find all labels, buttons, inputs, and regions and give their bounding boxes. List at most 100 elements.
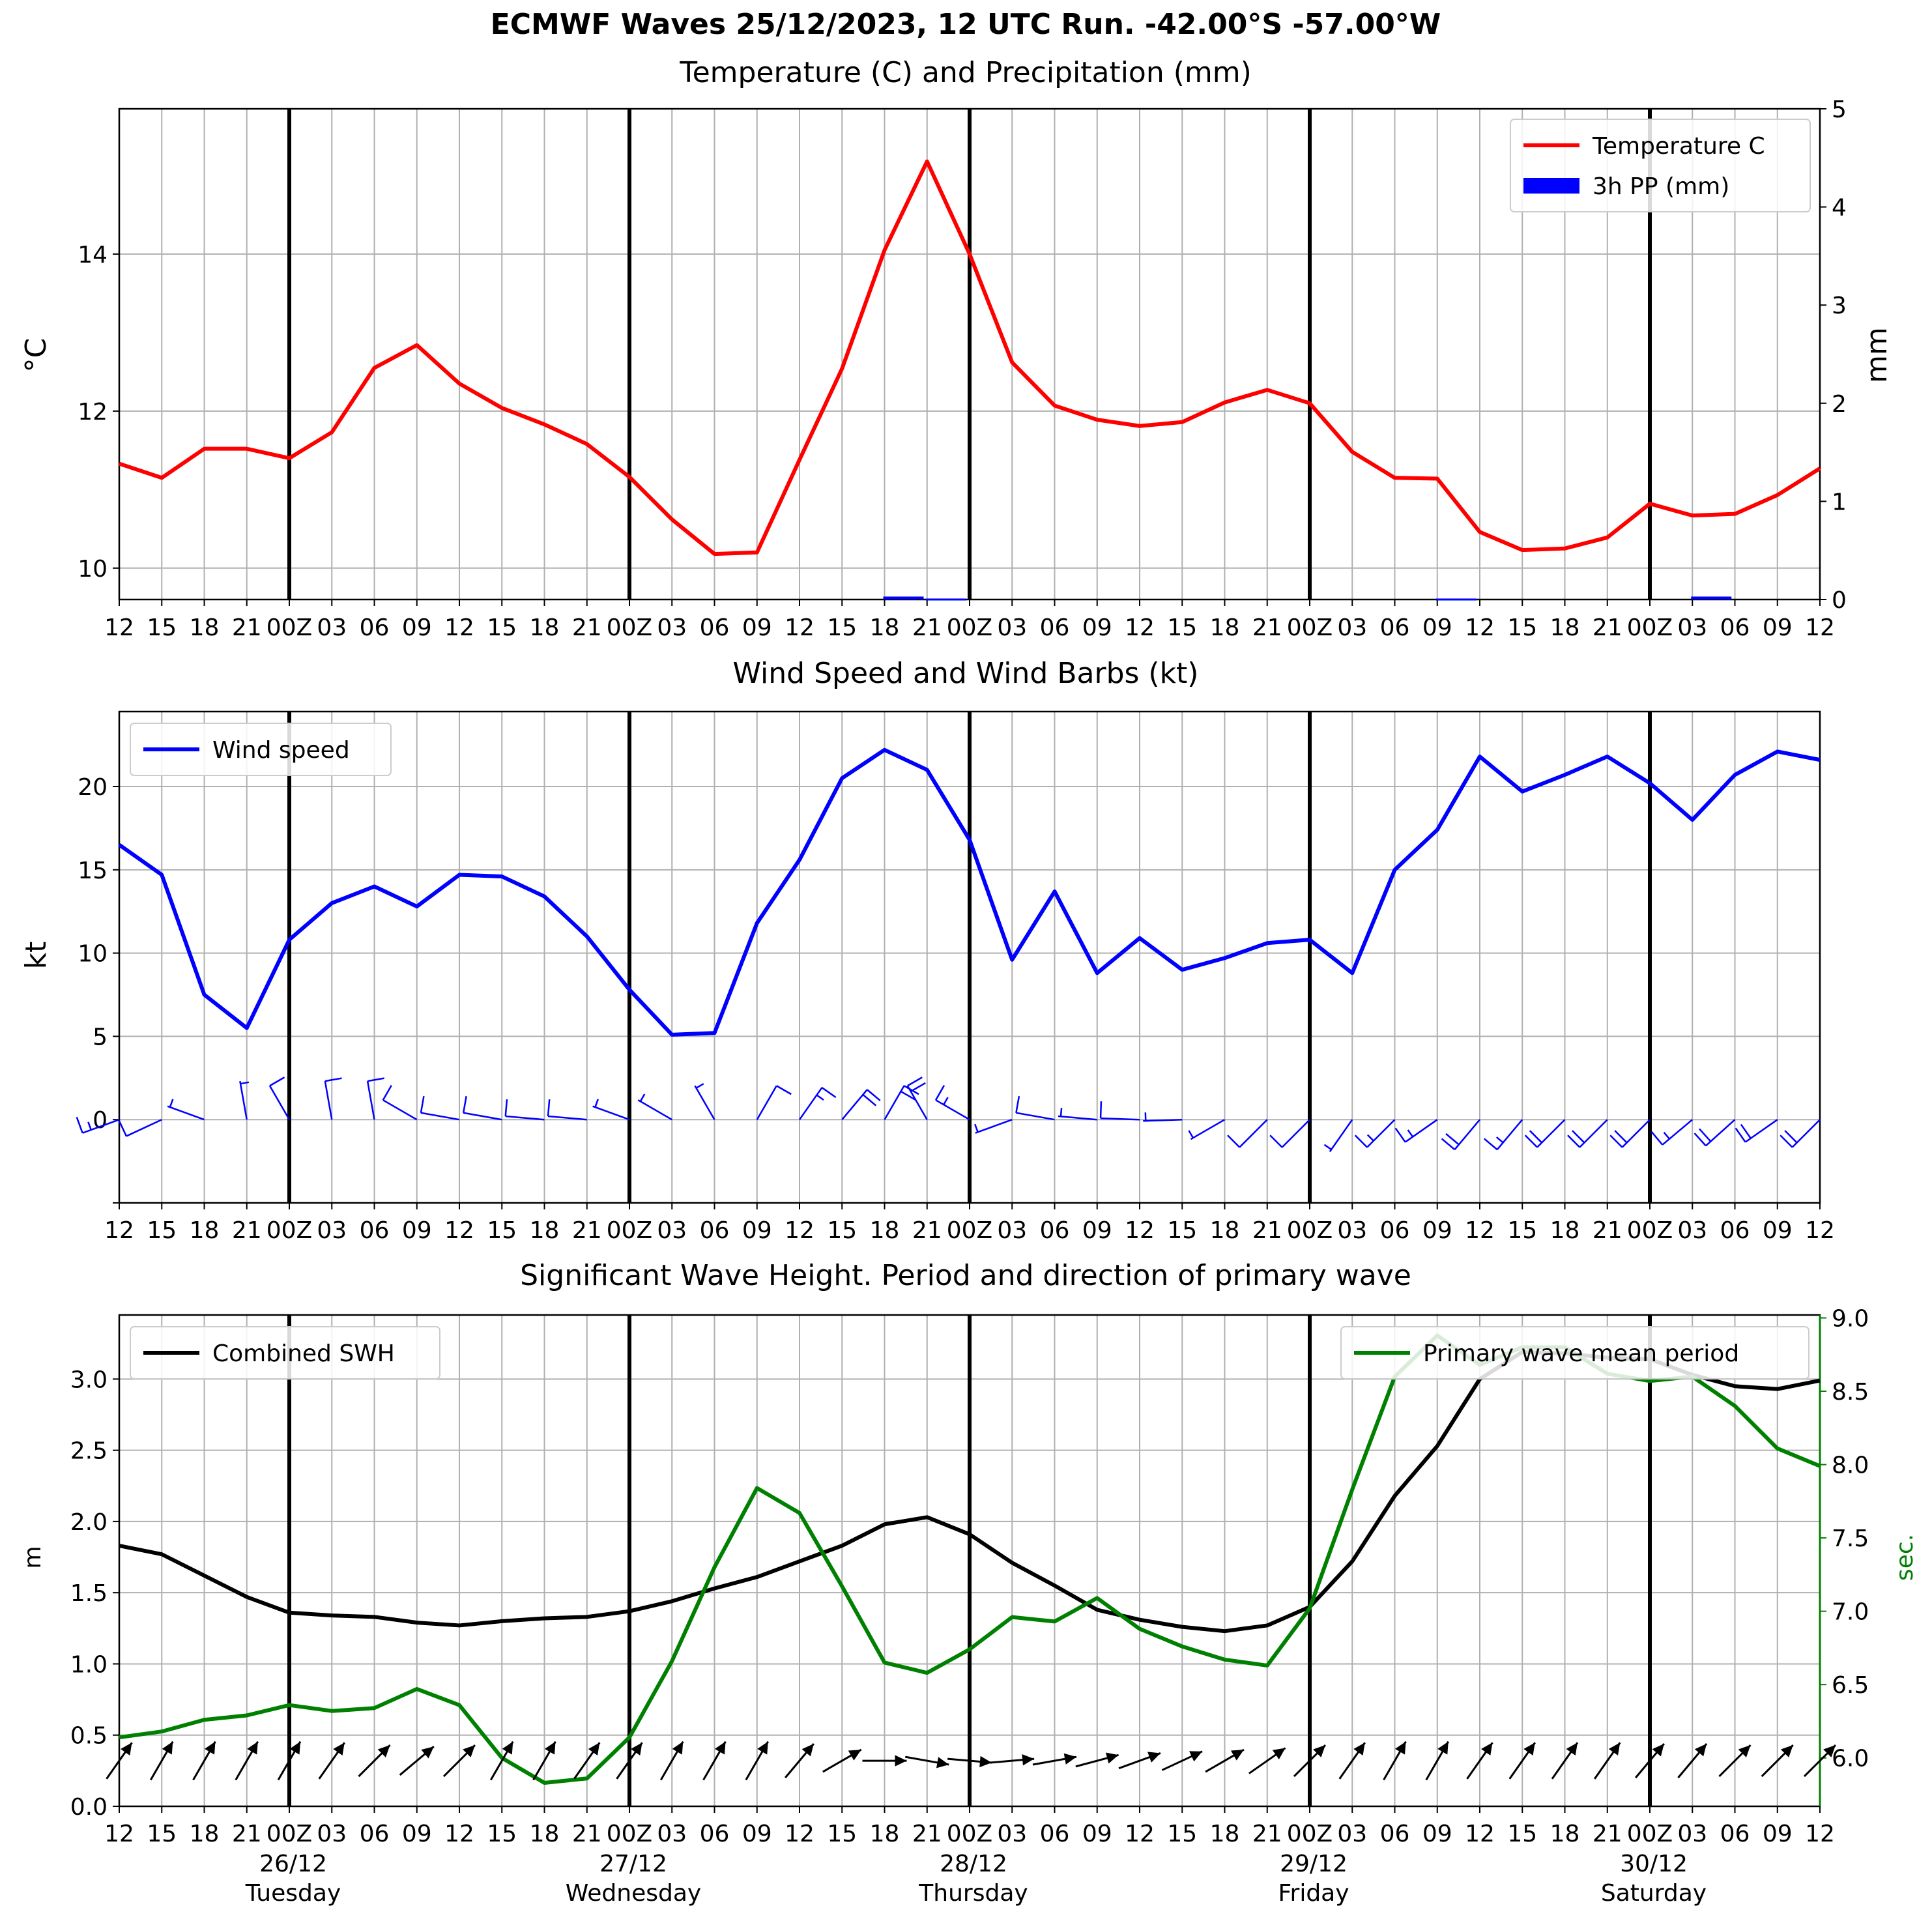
x-tick-label: 03 [1677,1821,1707,1847]
legend: Primary wave mean period [1340,1326,1809,1379]
x-tick-label: 06 [1720,614,1750,641]
wind-barb-feather [1735,1127,1746,1143]
x-tick-label: 03 [657,614,687,641]
x-tick-label: 18 [1550,1821,1580,1847]
wave-direction-arrow [192,1740,216,1781]
x-tick-label: 18 [530,614,560,641]
x-tick-label: 00Z [267,614,312,641]
wind-barb-feather [324,1077,342,1082]
x-tick-label: 00Z [1627,1821,1673,1847]
x-tick-label: 15 [1167,614,1197,641]
wave-direction-arrow [532,1740,556,1781]
day-date-label: 27/12 [599,1851,667,1877]
x-tick-label: 12 [104,1217,134,1244]
day-date-label: 26/12 [259,1851,327,1877]
day-weekday-label: Thursday [918,1880,1028,1907]
y-right-tick-label: 7.5 [1832,1525,1869,1552]
x-tick-label: 00Z [1287,614,1333,641]
legend: Combined SWH [130,1326,440,1379]
precip-bar [1435,598,1477,601]
y-tick-label: 1.5 [70,1580,108,1607]
wave-direction-arrow [1761,1744,1794,1778]
y-tick-label: 14 [78,242,108,268]
wind-barb-feather [1572,1130,1585,1144]
x-tick-label: 06 [1380,1821,1410,1847]
wave-arrow-head [247,1741,258,1755]
wave-arrow-head [672,1741,684,1755]
wind-barb-half-feather [695,1083,704,1089]
wave-direction-arrow [1032,1753,1077,1766]
x-tick-label: 00Z [1627,1217,1673,1244]
legend-box [1510,119,1811,212]
wind-barb-shaft [637,1099,672,1121]
wave-arrow-head [1652,1744,1664,1757]
wind-barb-shaft [420,1112,460,1121]
wind-barb-feather [1614,1130,1628,1144]
x-tick-label: 03 [1677,614,1707,641]
wave-direction-arrow [1425,1740,1450,1781]
wave-direction-arrow [1383,1740,1407,1781]
wind-barb [592,1099,630,1121]
wind-barb [1058,1108,1097,1121]
day-weekday-label: Tuesday [245,1880,341,1907]
legend-label: 3h PP (mm) [1593,173,1729,200]
wind-barb-shaft [463,1112,502,1121]
x-tick-label: 12 [1125,1821,1155,1847]
x-tick-label: 09 [1422,1217,1452,1244]
x-tick-label: 21 [1593,614,1622,641]
x-tick-label: 03 [1677,1217,1707,1244]
wave-direction-arrow [784,1743,815,1779]
wind-barb-half-feather [1323,1144,1332,1151]
x-tick-label: 15 [147,1217,177,1244]
wave-arrow-head [1738,1745,1751,1757]
wind-barb-half-feather [974,1123,979,1133]
day-date-label: 29/12 [1280,1851,1348,1877]
wind-barb-feather [382,1085,392,1101]
wind-barb-shaft [1190,1119,1226,1140]
wind-barb-feather [1529,1130,1543,1144]
x-tick-label: 09 [1422,614,1452,641]
wind-barb [1143,1112,1183,1122]
y-right-tick-label: 7.0 [1832,1599,1869,1626]
wind-barb-shaft [1662,1119,1694,1146]
wind-barb [1441,1119,1480,1151]
y-tick-label: 2.0 [70,1509,108,1536]
wind-panel: Wind Speed and Wind Barbs (kt) kt 12 15 18… [20,657,1835,1244]
y-right-tick-label: 8.5 [1832,1379,1869,1406]
wave-direction-arrow [1205,1748,1245,1773]
temperature-panel-title: Temperature (C) and Precipitation (mm) [679,56,1252,89]
wind-barb-feather [462,1095,467,1114]
x-tick-label: 06 [700,1821,730,1847]
x-tick-label: 18 [1550,614,1580,641]
wave-arrow-head [631,1742,642,1755]
precip-bar [925,598,966,601]
wind-barb [1015,1095,1055,1121]
wind-barb-feather [1354,1134,1368,1148]
legend-box [130,1326,440,1379]
wind-barb [934,1085,970,1121]
x-tick-label: 15 [827,614,857,641]
wave-direction-arrow [442,1744,476,1778]
x-tick-label: 21 [912,614,942,641]
x-tick-label: 03 [997,1821,1027,1847]
wave-arrow-head [204,1741,216,1755]
wave-direction-arrow [702,1740,727,1781]
wave-direction-arrow [990,1754,1035,1766]
wind-barb-feather [1780,1134,1793,1148]
wind-barb-shaft [1239,1119,1268,1148]
wind-barb-feather [118,1120,128,1137]
x-tick-label: 06 [1720,1217,1750,1244]
wave-direction-arrow [318,1742,345,1780]
wind-barb-feather [420,1095,425,1114]
x-tick-label: 09 [742,614,772,641]
wave-arrow-head [544,1741,556,1755]
x-tick-label: 06 [1380,614,1410,641]
wave-arrow-head [1437,1741,1449,1755]
x-tick-label: 06 [1380,1217,1410,1244]
x-tick-label: 03 [657,1821,687,1847]
wind-barb [118,1119,162,1137]
wave-arrow-head [1022,1754,1035,1766]
wind-barb [1609,1119,1651,1148]
wind-barb-feather [269,1076,285,1087]
x-tick-label: 15 [827,1821,857,1847]
